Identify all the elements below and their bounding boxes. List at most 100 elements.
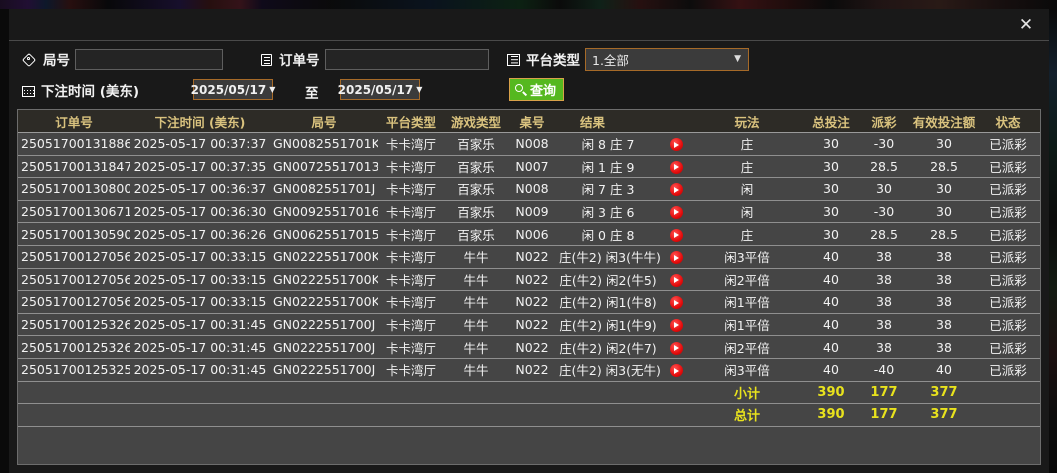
cell-valid-bet: 40 [908,358,980,382]
cell-play-type: 闲1平倍 [692,290,802,314]
cell-replay[interactable] [660,313,692,337]
cell-play-type: 庄 [692,222,802,246]
chevron-down-icon: ▼ [734,54,741,64]
table-row[interactable]: 250517001253259 2025-05-17 00:31:45 GN0222… [18,358,1040,382]
bet-time-to-picker[interactable]: 2025/05/17 ▼ [338,79,422,100]
col-bet-time[interactable]: 下注时间 (美东) [130,110,270,133]
table-row[interactable]: 250517001270563 2025-05-17 00:33:15 GN0222… [18,290,1040,314]
round-no-input[interactable] [75,48,223,70]
cell-platform: 卡卡湾厅 [378,268,444,292]
col-game-type[interactable]: 游戏类型 [444,110,508,133]
cell-replay[interactable] [660,268,692,292]
cell-total-bet: 40 [802,313,860,337]
cell-valid-bet: 28.5 [908,155,980,179]
cell-bet-time: 2025-05-17 00:31:45 [130,313,270,337]
col-play-type[interactable]: 玩法 [692,110,802,133]
cell-table-no: N007 [508,155,556,179]
cell-round-no: GN0082551701K [270,132,378,156]
cell-order-no: 250517001270565 [18,268,130,292]
cell-game-type: 百家乐 [444,200,508,224]
summary-total-bet: 390 [802,403,860,427]
col-game-mode[interactable]: 游戏模式 [1036,110,1040,133]
table-empty-area [18,426,1040,464]
platform-type-select[interactable]: 1.全部 ▼ [585,47,749,71]
order-no-input[interactable] [324,48,489,70]
cell-bet-time: 2025-05-17 00:33:15 [130,268,270,292]
cell-status: 已派彩 [980,200,1036,224]
tag-icon [23,52,38,67]
play-icon[interactable] [669,160,683,174]
bet-time-between-label: 至 [305,86,319,102]
cell-table-no: N022 [508,313,556,337]
cell-payout: -30 [860,200,908,224]
table-row[interactable]: 250517001318475 2025-05-17 00:37:35 GN0072… [18,155,1040,179]
round-no-filter: 局号 [23,43,223,75]
cell-valid-bet: 30 [908,177,980,201]
search-button[interactable]: 查询 [509,78,565,101]
cell-play-type: 闲3平倍 [692,358,802,382]
col-round-no[interactable]: 局号 [270,110,378,133]
cell-replay[interactable] [660,200,692,224]
cell-play-type: 庄 [692,132,802,156]
col-platform-type[interactable]: 平台类型 [378,110,444,133]
col-payout[interactable]: 派彩 [860,110,908,133]
cell-order-no: 250517001318861 [18,132,130,156]
cell-round-no: GN0222551700J [270,335,378,359]
cell-table-no: N009 [508,200,556,224]
cell-replay[interactable] [660,132,692,156]
close-icon[interactable]: ✕ [1018,15,1034,35]
cell-result: 闲 0 庄 8 [556,222,660,246]
cell-replay[interactable] [660,290,692,314]
cell-table-no: N022 [508,245,556,269]
cell-game-type: 牛牛 [444,290,508,314]
cell-platform: 卡卡湾厅 [378,313,444,337]
play-icon[interactable] [669,341,683,355]
cell-replay[interactable] [660,358,692,382]
cell-replay[interactable] [660,222,692,246]
orders-table-body: 250517001318861 2025-05-17 00:37:37 GN0082… [18,132,1040,427]
play-icon[interactable] [669,319,683,333]
cell-platform: 卡卡湾厅 [378,177,444,201]
play-icon[interactable] [669,273,683,287]
col-result[interactable]: 结果 [556,110,660,133]
table-row[interactable]: 250517001253261 2025-05-17 00:31:45 GN0222… [18,335,1040,359]
cell-order-no: 250517001253261 [18,335,130,359]
col-total-bet[interactable]: 总投注 [802,110,860,133]
table-row[interactable]: 250517001253262 2025-05-17 00:31:45 GN0222… [18,313,1040,337]
table-row[interactable]: 250517001270566 2025-05-17 00:33:15 GN0222… [18,245,1040,269]
play-icon[interactable] [669,228,683,242]
cell-replay[interactable] [660,155,692,179]
cell-round-no: GN00625517015 [270,222,378,246]
play-icon[interactable] [669,296,683,310]
cell-replay[interactable] [660,335,692,359]
table-row[interactable]: 250517001318861 2025-05-17 00:37:37 GN0082… [18,132,1040,156]
col-table-no[interactable]: 桌号 [508,110,556,133]
play-icon[interactable] [669,364,683,378]
summary-valid-bet: 377 [908,403,980,427]
play-icon[interactable] [669,183,683,197]
col-status[interactable]: 状态 [980,110,1036,133]
col-valid-bet[interactable]: 有效投注额 [908,110,980,133]
play-icon[interactable] [669,206,683,220]
bet-time-from-picker[interactable]: 2025/05/17 ▼ [191,79,275,100]
cell-total-bet: 30 [802,132,860,156]
table-row[interactable]: 250517001270565 2025-05-17 00:33:15 GN0222… [18,268,1040,292]
table-row[interactable]: 250517001308009 2025-05-17 00:36:37 GN0082… [18,177,1040,201]
cell-status: 已派彩 [980,290,1036,314]
cell-replay[interactable] [660,245,692,269]
cell-status: 已派彩 [980,222,1036,246]
round-no-label: 局号 [43,53,70,69]
platform-type-label: 平台类型 [526,53,580,69]
cell-game-type: 牛牛 [444,358,508,382]
cell-game-type: 百家乐 [444,132,508,156]
table-row[interactable]: 250517001306713 2025-05-17 00:36:30 GN0092… [18,200,1040,224]
play-icon[interactable] [669,138,683,152]
cell-game-mode: - [1036,313,1040,337]
table-row[interactable]: 250517001305907 2025-05-17 00:36:26 GN0062… [18,222,1040,246]
col-order-no[interactable]: 订单号 [18,110,130,133]
play-icon[interactable] [669,251,683,265]
cell-table-no: N008 [508,177,556,201]
cell-replay[interactable] [660,177,692,201]
summary-row: 小计 390 177 377 [18,381,1040,405]
cell-play-type: 闲2平倍 [692,268,802,292]
